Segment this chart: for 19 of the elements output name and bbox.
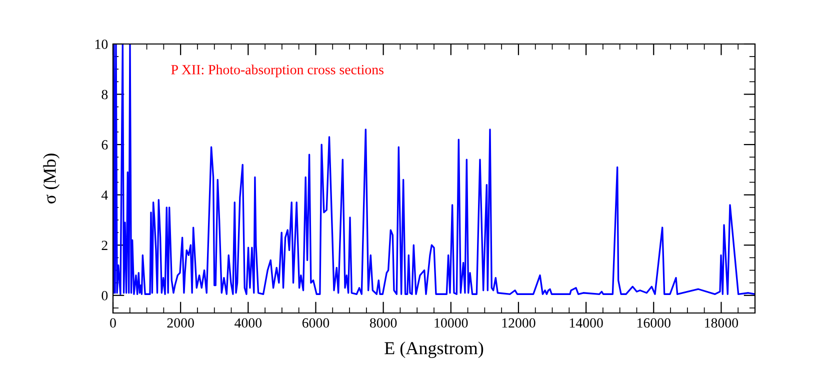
annotation: P XII: Photo-absorption cross sections xyxy=(171,64,384,78)
y-tick-label: 0 xyxy=(102,290,108,300)
x-tick-label: 12000 xyxy=(502,318,536,328)
x-tick-label: 14000 xyxy=(570,318,603,328)
y-tick-label: 6 xyxy=(102,140,108,150)
y-tick-label: 2 xyxy=(102,240,108,250)
y-tick-label: 4 xyxy=(101,190,108,200)
x-tick-label: 8000 xyxy=(370,318,397,328)
x-tick-label: 4000 xyxy=(234,318,262,328)
x-tick-label: 18000 xyxy=(705,318,738,328)
y-tick-label: 8 xyxy=(102,90,108,100)
x-tick-label: 10000 xyxy=(434,318,468,328)
x-tick-label: 6000 xyxy=(302,318,330,328)
x-axis-title: E (Angstrom) xyxy=(384,342,484,358)
x-tick-label: 16000 xyxy=(637,318,670,328)
y-tick-label: 10 xyxy=(95,40,108,49)
x-tick-label: 0 xyxy=(110,318,116,328)
x-tick-label: 2000 xyxy=(167,318,194,328)
y-axis-title: σ (Mb) xyxy=(43,154,60,204)
